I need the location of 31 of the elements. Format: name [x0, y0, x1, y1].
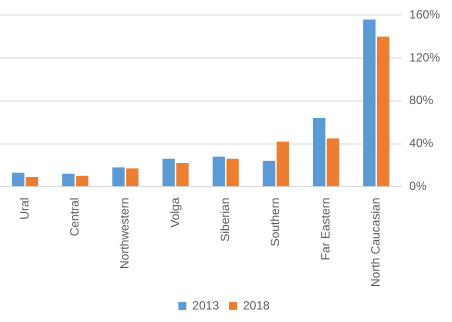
bar	[326, 138, 340, 186]
x-tick-label: Central	[68, 198, 82, 236]
y-tick-label: 0%	[409, 178, 427, 193]
bar	[226, 158, 239, 186]
bar	[76, 176, 88, 186]
x-tick-label: Southern	[268, 198, 282, 246]
bar	[262, 160, 276, 186]
x-tick-label: Siberian	[218, 198, 232, 242]
bar	[62, 174, 75, 186]
y-tick-label: 120%	[409, 50, 440, 64]
x-tick-label: Far Eastern	[318, 198, 332, 260]
bar	[162, 158, 175, 186]
bar	[12, 172, 24, 186]
x-tick-label: North Caucasian	[368, 198, 383, 288]
bar	[176, 163, 189, 186]
x-tick-label: Northwestern	[118, 198, 132, 269]
x-tick-label: Volga	[168, 197, 182, 228]
bar	[363, 19, 376, 186]
bar	[26, 176, 38, 186]
y-tick-label: 40%	[409, 136, 434, 150]
bar	[276, 142, 290, 186]
bar	[126, 168, 139, 186]
bar	[212, 156, 226, 186]
bar	[376, 36, 390, 186]
bar	[312, 118, 326, 186]
bar	[112, 167, 125, 186]
x-tick-label: Ural	[17, 198, 32, 220]
y-tick-label: 80%	[409, 93, 434, 108]
legend-label: 2018	[243, 298, 270, 312]
y-tick-label: 160%	[409, 8, 440, 22]
legend-label: 2013	[192, 298, 220, 312]
